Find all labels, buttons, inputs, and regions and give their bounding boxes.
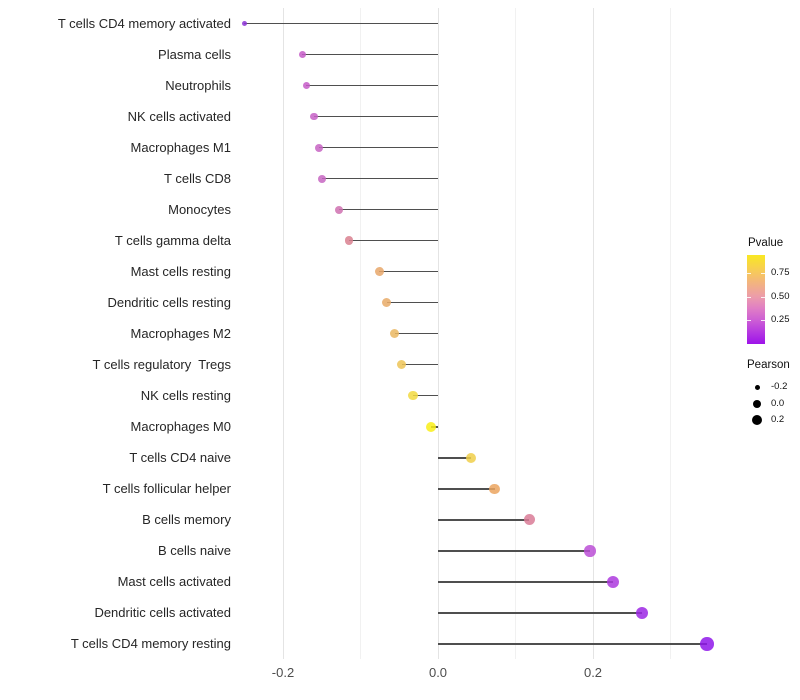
data-point	[390, 329, 400, 339]
y-axis-label: Mast cells resting	[130, 263, 231, 279]
y-axis-label: Plasma cells	[158, 46, 231, 62]
colorbar-tick-mark	[747, 297, 751, 298]
pearson-legend-dot	[754, 384, 760, 390]
lollipop-stem	[306, 84, 438, 87]
pearson-legend-dot	[751, 414, 763, 426]
colorbar-tick-mark	[761, 273, 765, 274]
pvalue-legend-title: Pvalue	[748, 237, 784, 249]
y-axis-label: T cells CD4 memory resting	[70, 635, 231, 651]
colorbar-tick-mark	[747, 273, 751, 274]
pvalue-colorbar	[747, 255, 765, 344]
pearson-legend-label: 0.2	[771, 414, 785, 425]
lollipop-stem	[302, 53, 438, 56]
lollipop-stem	[438, 612, 642, 614]
y-axis-label: Dendritic cells resting	[107, 294, 231, 310]
lollipop-stem	[321, 177, 438, 180]
y-axis-label: Dendritic cells activated	[94, 604, 231, 620]
data-point	[317, 174, 326, 183]
data-point	[635, 606, 649, 620]
y-axis-label: Neutrophils	[165, 77, 231, 93]
gridline	[360, 8, 361, 659]
data-point	[315, 143, 324, 152]
data-point	[302, 81, 310, 90]
pearson-legend-label: 0.0	[771, 398, 785, 409]
data-point	[374, 267, 384, 277]
lollipop-stem	[338, 208, 438, 211]
pearson-legend-dot	[753, 400, 761, 408]
y-axis-label: NK cells resting	[140, 387, 231, 403]
x-axis-tick-label: 0.0	[428, 665, 448, 680]
lollipop-stem	[244, 22, 438, 25]
colorbar-tick-mark	[761, 297, 765, 298]
gridline	[592, 8, 594, 659]
colorbar-tick-label: 0.50	[771, 291, 790, 302]
pearson-legend-label: -0.2	[771, 381, 788, 392]
data-point	[426, 421, 437, 432]
y-axis-label: Mast cells activated	[117, 573, 231, 589]
lollipop-stem	[319, 146, 438, 149]
x-axis-tick-label: -0.2	[271, 665, 295, 680]
lollipop-stem	[438, 488, 495, 490]
pearson-legend-title: Pearson	[747, 359, 790, 371]
gridline	[282, 8, 284, 659]
lollipop-stem	[401, 363, 438, 366]
lollipop-stem	[438, 643, 707, 645]
data-point	[465, 452, 476, 463]
lollipop-stem	[438, 519, 530, 521]
lollipop-stem	[438, 581, 614, 583]
y-axis-label: NK cells activated	[127, 108, 231, 124]
lollipop-stem	[438, 550, 590, 552]
y-axis-label: Macrophages M2	[130, 325, 231, 341]
y-axis-label: T cells CD4 naive	[129, 449, 231, 465]
colorbar-tick-mark	[747, 320, 751, 321]
y-axis-label: B cells naive	[158, 542, 231, 558]
y-axis-label: Macrophages M0	[130, 418, 231, 434]
data-point	[523, 514, 535, 526]
y-axis-label: T cells follicular helper	[102, 480, 231, 496]
y-axis-label: T cells CD4 memory activated	[57, 15, 231, 31]
colorbar-tick-label: 0.25	[771, 314, 790, 325]
y-axis-label: Macrophages M1	[130, 139, 231, 155]
data-point	[382, 298, 392, 308]
data-point	[489, 483, 500, 495]
lollipop-stem	[438, 457, 471, 459]
data-point	[408, 390, 418, 401]
lollipop-stem	[394, 332, 438, 335]
data-point	[334, 205, 343, 214]
data-point	[344, 236, 354, 245]
data-point	[396, 359, 407, 370]
colorbar-tick-mark	[761, 320, 765, 321]
data-point	[241, 21, 247, 26]
gridline	[437, 8, 439, 659]
data-point	[584, 545, 596, 557]
y-axis-label: T cells regulatory Tregs	[92, 356, 231, 372]
lollipop-stem	[314, 115, 438, 118]
lollipop-stem	[386, 301, 438, 304]
gridline	[670, 8, 671, 659]
gridline	[515, 8, 516, 659]
data-point	[310, 112, 318, 121]
y-axis-label: T cells gamma delta	[114, 232, 231, 248]
data-point	[607, 575, 620, 588]
data-point	[700, 637, 714, 651]
data-point	[298, 51, 306, 59]
lollipop-stem	[348, 239, 438, 242]
y-axis-label: Monocytes	[168, 201, 231, 217]
y-axis-label: T cells CD8	[164, 170, 231, 186]
colorbar-tick-label: 0.75	[771, 267, 790, 278]
y-axis-label: B cells memory	[142, 511, 231, 527]
x-axis-tick-label: 0.2	[583, 665, 603, 680]
lollipop-stem	[413, 394, 438, 397]
lollipop-stem	[379, 270, 438, 273]
